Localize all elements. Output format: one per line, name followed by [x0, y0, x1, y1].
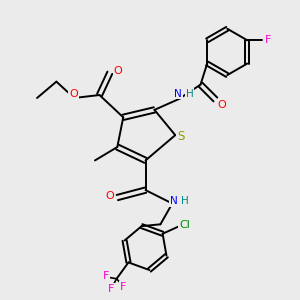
Text: F: F: [264, 35, 271, 45]
Text: H: H: [181, 196, 189, 206]
Text: O: O: [217, 100, 226, 110]
Text: F: F: [103, 271, 110, 281]
Text: O: O: [114, 66, 123, 76]
Text: H: H: [186, 88, 194, 98]
Text: N: N: [170, 196, 178, 206]
Text: F: F: [107, 284, 114, 294]
Text: F: F: [120, 282, 126, 292]
Text: O: O: [69, 89, 78, 99]
Text: O: O: [105, 191, 114, 201]
Text: S: S: [177, 130, 184, 143]
Text: Cl: Cl: [179, 220, 190, 230]
Text: N: N: [174, 88, 182, 98]
